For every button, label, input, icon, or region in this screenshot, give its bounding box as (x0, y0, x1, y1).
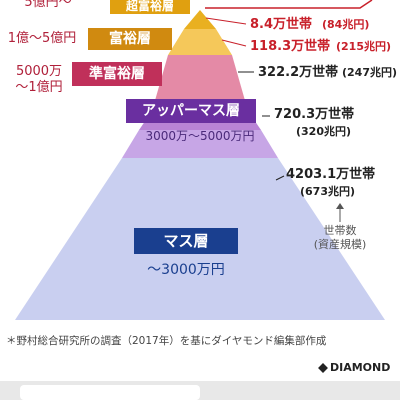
value-rich-households: 118.3万世帯 (250, 39, 331, 54)
pyramid-band-super-rich (184, 10, 216, 29)
range-semi-rich: 5000万 〜1億円 (15, 64, 63, 95)
diamond-icon (318, 363, 328, 373)
range-upper-mass: 3000万〜5000万円 (145, 129, 255, 143)
tier-label-upper-mass: アッパーマス層 (126, 99, 256, 123)
bubble-outline (205, 0, 373, 9)
range-mass: 〜3000万円 (147, 262, 225, 278)
range-rich: 1億〜5億円 (7, 31, 77, 46)
axis-legend: 世帯数 (資産規模) (313, 224, 367, 252)
tier-label-rich: 富裕層 (88, 28, 172, 50)
pyramid-band-semi-rich (152, 55, 248, 111)
value-mass-households: 4203.1万世帯 (286, 167, 376, 182)
value-rich-assets: (215兆円) (336, 40, 392, 53)
value-mass-assets: (673兆円) (300, 185, 356, 198)
axis-legend-arrow-head (336, 203, 344, 209)
value-upper-mass-households: 720.3万世帯 (274, 107, 355, 122)
bottom-button[interactable] (20, 385, 200, 400)
brand-logo: DIAMOND (318, 362, 390, 373)
value-super-rich-assets: (84兆円) (322, 18, 370, 31)
brand-text: DIAMOND (330, 361, 391, 374)
source-note: ＊野村総合研究所の調査（2017年）を基にダイヤモンド編集部作成 (6, 335, 327, 347)
connector-super-rich (205, 17, 247, 25)
range-super-rich: 5億円〜 (24, 0, 72, 10)
pyramid-band-rich (168, 29, 232, 55)
tier-label-mass: マス層 (134, 228, 238, 254)
value-upper-mass-assets: (320兆円) (296, 125, 352, 138)
connector-mass (275, 175, 285, 181)
value-semi-rich-households: 322.2万世帯 (258, 65, 339, 80)
pyramid-band-upper-mass (122, 130, 278, 158)
tier-label-super-rich: 超富裕層 (110, 0, 190, 14)
tier-label-semi-rich: 準富裕層 (72, 62, 162, 86)
value-semi-rich-assets: (247兆円) (342, 66, 398, 79)
value-super-rich-households: 8.4万世帯 (250, 17, 313, 32)
connector-rich (221, 39, 247, 47)
